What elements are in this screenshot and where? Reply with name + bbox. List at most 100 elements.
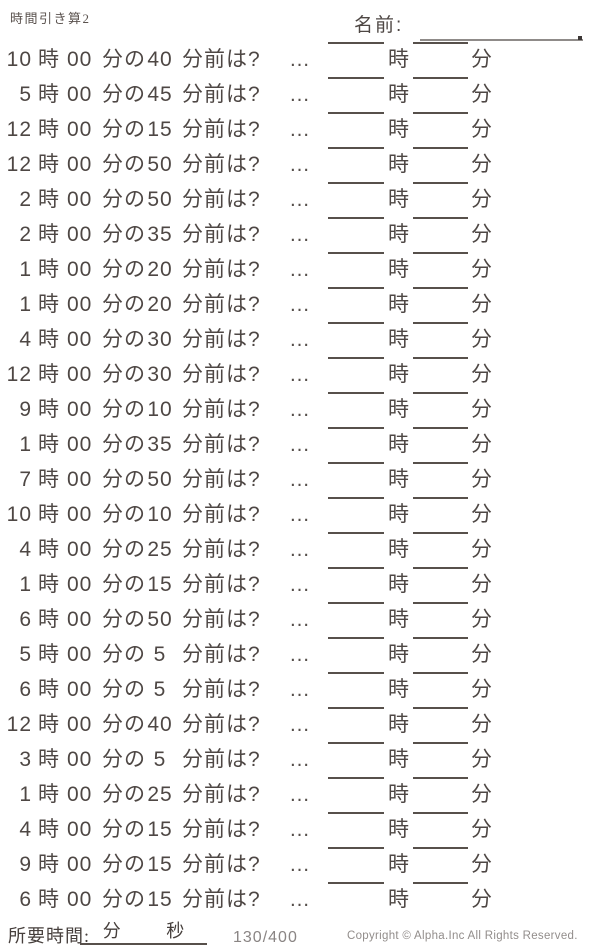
minutes-before-label: 分前は? <box>182 258 261 281</box>
ellipsis: … <box>289 608 311 631</box>
answer-minute-blank <box>413 637 468 639</box>
question-hour: 12 <box>6 713 32 736</box>
minutes-of-label: 分の <box>102 258 146 281</box>
ellipsis: … <box>289 783 311 806</box>
answer-minute-unit-label: 分 <box>471 83 493 106</box>
footer-seconds-label: 秒 <box>166 921 185 941</box>
question-base-minutes: 00 <box>67 783 93 806</box>
answer-hour-blank <box>328 182 384 184</box>
answer-minute-blank <box>413 42 468 44</box>
question-minutes-before: 15 <box>147 818 173 841</box>
answer-minute-unit-label: 分 <box>471 118 493 141</box>
question-base-minutes: 00 <box>67 363 93 386</box>
answer-hour-blank <box>328 882 384 884</box>
question-base-minutes: 00 <box>67 83 93 106</box>
question-base-minutes: 00 <box>67 258 93 281</box>
hour-unit-label: 時 <box>38 328 60 351</box>
minutes-of-label: 分の <box>102 153 146 176</box>
question-base-minutes: 00 <box>67 223 93 246</box>
answer-minute-unit-label: 分 <box>471 328 493 351</box>
minutes-of-label: 分の <box>102 118 146 141</box>
hour-unit-label: 時 <box>38 48 60 71</box>
answer-hour-blank <box>328 357 384 359</box>
ellipsis: … <box>289 818 311 841</box>
problem-row: 12 時 00 分の 50 分前は? … 時 分 <box>0 147 600 182</box>
question-minutes-before: 5 <box>153 748 167 771</box>
hour-unit-label: 時 <box>38 678 60 701</box>
answer-hour-blank <box>328 497 384 499</box>
minutes-of-label: 分の <box>102 48 146 71</box>
problem-row: 6 時 00 分の 15 分前は? … 時 分 <box>0 882 600 917</box>
question-hour: 12 <box>6 363 32 386</box>
question-base-minutes: 00 <box>67 153 93 176</box>
answer-minute-unit-label: 分 <box>471 188 493 211</box>
answer-hour-blank <box>328 392 384 394</box>
question-minutes-before: 40 <box>147 713 173 736</box>
question-minutes-before: 10 <box>147 503 173 526</box>
hour-unit-label: 時 <box>38 433 60 456</box>
minutes-before-label: 分前は? <box>182 468 261 491</box>
minutes-before-label: 分前は? <box>182 48 261 71</box>
answer-hour-blank <box>328 742 384 744</box>
ellipsis: … <box>289 433 311 456</box>
minutes-before-label: 分前は? <box>182 573 261 596</box>
problem-row: 12 時 00 分の 40 分前は? … 時 分 <box>0 707 600 742</box>
question-hour: 1 <box>19 258 32 281</box>
problem-row: 2 時 00 分の 35 分前は? … 時 分 <box>0 217 600 252</box>
minutes-before-label: 分前は? <box>182 748 261 771</box>
question-base-minutes: 00 <box>67 293 93 316</box>
answer-minute-blank <box>413 497 468 499</box>
problem-row: 5 時 00 分の 5 分前は? … 時 分 <box>0 637 600 672</box>
answer-hour-unit-label: 時 <box>388 678 410 701</box>
ellipsis: … <box>289 258 311 281</box>
minutes-of-label: 分の <box>102 293 146 316</box>
minutes-of-label: 分の <box>102 888 146 911</box>
answer-minute-blank <box>413 322 468 324</box>
minutes-before-label: 分前は? <box>182 433 261 456</box>
answer-hour-blank <box>328 462 384 464</box>
minutes-before-label: 分前は? <box>182 363 261 386</box>
ellipsis: … <box>289 713 311 736</box>
question-hour: 2 <box>19 188 32 211</box>
hour-unit-label: 時 <box>38 468 60 491</box>
answer-minute-unit-label: 分 <box>471 783 493 806</box>
minutes-before-label: 分前は? <box>182 643 261 666</box>
ellipsis: … <box>289 573 311 596</box>
answer-minute-blank <box>413 742 468 744</box>
question-minutes-before: 35 <box>147 223 173 246</box>
question-hour: 1 <box>19 783 32 806</box>
minutes-before-label: 分前は? <box>182 713 261 736</box>
answer-hour-unit-label: 時 <box>388 888 410 911</box>
worksheet-title: 時間引き算2 <box>10 11 91 26</box>
answer-hour-unit-label: 時 <box>388 608 410 631</box>
answer-hour-blank <box>328 77 384 79</box>
problem-row: 10 時 00 分の 10 分前は? … 時 分 <box>0 497 600 532</box>
answer-minute-unit-label: 分 <box>471 643 493 666</box>
problem-row: 1 時 00 分の 35 分前は? … 時 分 <box>0 427 600 462</box>
footer-minutes-label: 分 <box>102 921 121 941</box>
answer-minute-unit-label: 分 <box>471 293 493 316</box>
minutes-of-label: 分の <box>102 573 146 596</box>
problem-row: 4 時 00 分の 30 分前は? … 時 分 <box>0 322 600 357</box>
minutes-of-label: 分の <box>102 608 146 631</box>
ellipsis: … <box>289 188 311 211</box>
minutes-of-label: 分の <box>102 468 146 491</box>
answer-hour-unit-label: 時 <box>388 748 410 771</box>
answer-hour-blank <box>328 532 384 534</box>
answer-hour-blank <box>328 287 384 289</box>
minutes-of-label: 分の <box>102 363 146 386</box>
question-hour: 6 <box>19 888 32 911</box>
hour-unit-label: 時 <box>38 153 60 176</box>
minutes-before-label: 分前は? <box>182 503 261 526</box>
minutes-of-label: 分の <box>102 328 146 351</box>
question-hour: 5 <box>19 83 32 106</box>
question-base-minutes: 00 <box>67 608 93 631</box>
question-hour: 9 <box>19 398 32 421</box>
answer-hour-blank <box>328 602 384 604</box>
ellipsis: … <box>289 293 311 316</box>
answer-hour-blank <box>328 252 384 254</box>
question-base-minutes: 00 <box>67 678 93 701</box>
problem-row: 6 時 00 分の 5 分前は? … 時 分 <box>0 672 600 707</box>
question-hour: 3 <box>19 748 32 771</box>
question-hour: 6 <box>19 608 32 631</box>
